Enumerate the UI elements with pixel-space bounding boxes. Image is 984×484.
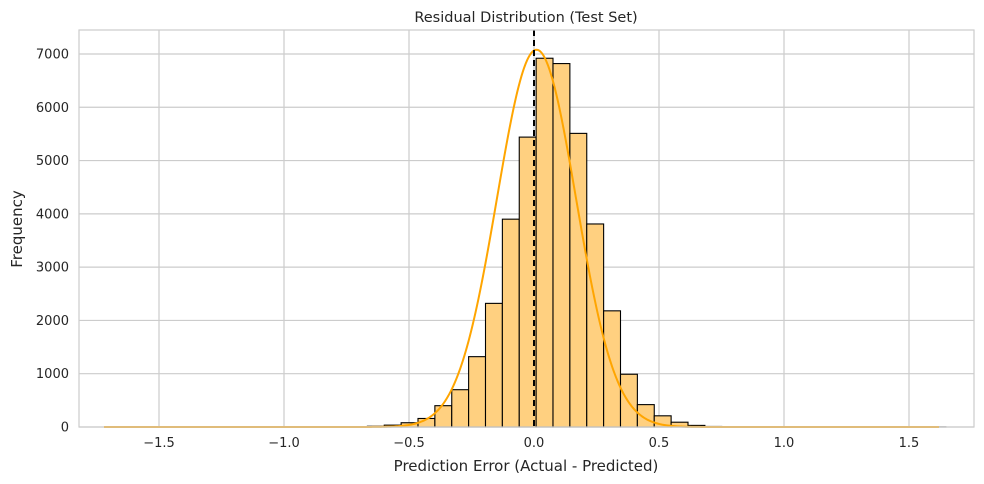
x-tick-label: 0.0	[524, 436, 545, 451]
chart-title: Residual Distribution (Test Set)	[414, 10, 637, 26]
histogram-bar	[484, 302, 503, 428]
x-tick-label: −0.5	[393, 436, 425, 451]
y-tick-label: 3000	[36, 261, 69, 276]
histogram-bar	[434, 405, 453, 428]
y-axis-title: Frequency	[8, 190, 26, 268]
x-tick-label: −1.0	[268, 436, 300, 451]
x-axis-title: Prediction Error (Actual - Predicted)	[394, 457, 659, 475]
histogram-bar	[468, 356, 487, 428]
x-axis-ticks: −1.5 −1.0 −0.5 0.0 0.5 1.0 1.5	[143, 436, 919, 451]
x-tick-label: 1.0	[774, 436, 795, 451]
histogram-bar	[535, 57, 554, 428]
x-tick-label: 0.5	[649, 436, 670, 451]
y-tick-label: 6000	[36, 101, 69, 116]
y-axis-ticks: 0 1000 2000 3000 4000 5000 6000 7000	[36, 47, 69, 435]
x-tick-label: 1.5	[899, 436, 920, 451]
y-tick-label: 5000	[36, 154, 69, 169]
x-tick-label: −1.5	[143, 436, 175, 451]
y-tick-label: 4000	[36, 207, 69, 222]
y-tick-label: 1000	[36, 367, 69, 382]
plot-frame	[78, 29, 975, 428]
histogram-bars	[108, 57, 947, 428]
y-tick-label: 2000	[36, 314, 69, 329]
histogram-bar	[619, 373, 638, 428]
y-tick-label: 7000	[36, 47, 69, 62]
y-tick-label: 0	[61, 421, 69, 436]
histogram-bar	[501, 218, 520, 428]
histogram-bar	[451, 389, 470, 428]
